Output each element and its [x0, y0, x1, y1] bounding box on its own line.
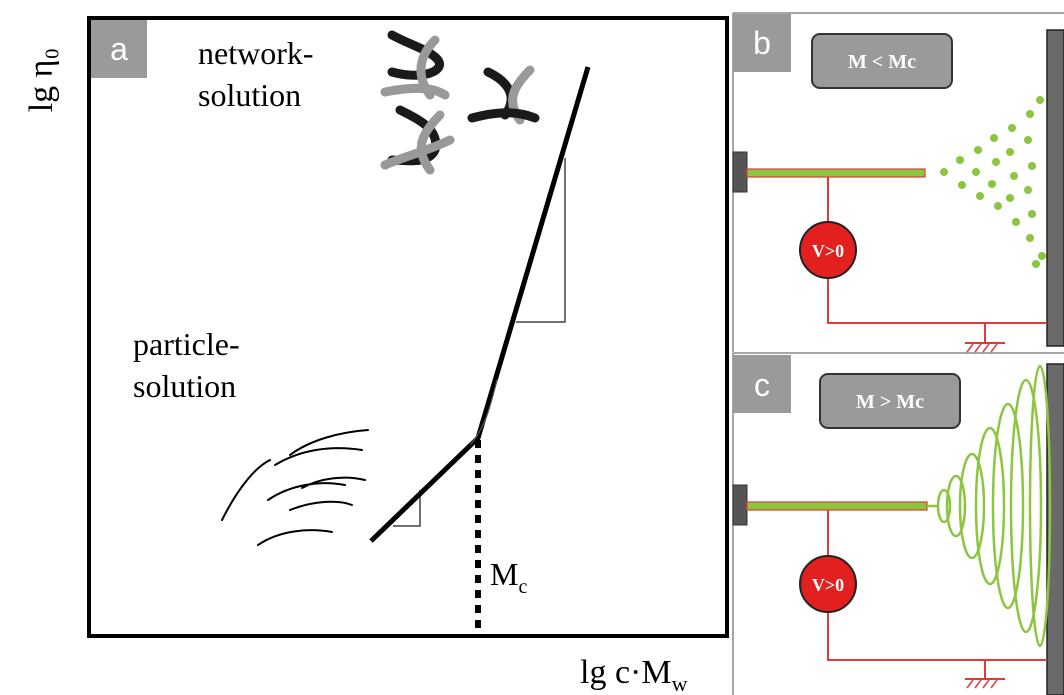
panel-c-voltage-label: V>0 — [812, 575, 844, 595]
panel-c-letter: c — [754, 367, 770, 403]
panel-b-letter-box — [733, 14, 791, 72]
panel-b-letter: b — [753, 25, 771, 61]
particle-squiggles-icon — [221, 429, 369, 546]
viscosity-curve — [369, 66, 591, 543]
panel-b-nozzle-holder — [732, 151, 748, 193]
panel-b-ground-hatch — [966, 343, 998, 353]
slope-triangle-lower — [393, 490, 421, 527]
panel-c-needle — [746, 501, 928, 511]
panel-a: lg η₀ a network- solution particle- solu… — [23, 16, 729, 695]
panel-c: c M > Mc V>0 — [732, 352, 1064, 695]
slope-triangle-upper — [516, 158, 566, 323]
y-axis-label: lg η₀ — [23, 48, 60, 113]
network-strands-icon — [380, 30, 540, 175]
panel-c-condition-box — [819, 373, 961, 429]
panel-a-letter: a — [110, 31, 128, 67]
network-label-line2: solution — [198, 77, 301, 113]
panel-b-droplet-spray — [940, 96, 1046, 268]
mc-label: Mc — [490, 556, 527, 598]
panel-b-voltage-source — [799, 221, 857, 279]
panel-b-collector-plate — [1046, 29, 1064, 347]
panel-b-condition-box — [811, 33, 953, 89]
panel-c-condition: M > Mc — [856, 391, 924, 413]
panel-b-circuit — [827, 177, 1047, 324]
panel-a-letter-box — [91, 20, 147, 78]
panel-b-condition: M < Mc — [848, 51, 916, 73]
panel-c-nozzle-holder — [732, 484, 748, 526]
network-label-line1: network- — [198, 35, 314, 71]
plot-frame — [87, 16, 729, 638]
panel-c-collector-plate — [1046, 363, 1064, 695]
panel-c-ground-hatch — [966, 679, 998, 689]
panel-c-voltage-source — [799, 555, 857, 613]
panel-b-voltage-label: V>0 — [812, 241, 844, 261]
viscosity-curve-transition — [469, 379, 498, 446]
particle-label-line2: solution — [133, 368, 236, 404]
particle-label-line1: particle- — [133, 326, 240, 362]
x-axis-label: lg c·Mw — [580, 654, 688, 695]
panel-b-needle — [746, 168, 926, 178]
panel-c-letter-box — [733, 355, 791, 413]
panel-b: b M < Mc V>0 — [732, 12, 1064, 353]
panel-c-fiber-jet — [927, 364, 1052, 648]
